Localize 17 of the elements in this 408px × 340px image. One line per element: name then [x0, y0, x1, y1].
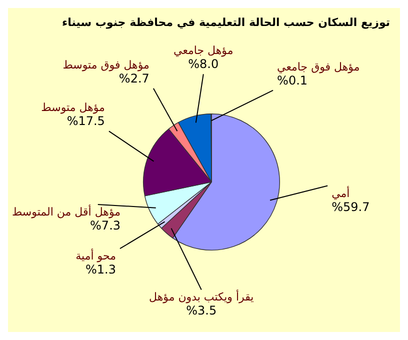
slice-label: مؤهل متوسط — [41, 101, 106, 114]
data-label: %17.5 — [66, 114, 105, 128]
slice-label: يقرأ ويكتب بدون مؤهل — [149, 290, 254, 304]
data-label: %1.3 — [85, 262, 116, 277]
slice-label: مؤهل جامعي — [174, 44, 234, 58]
data-label: %8.0 — [188, 57, 219, 72]
slice-label: مؤهل فوق متوسط — [62, 58, 150, 72]
data-label: %59.7 — [332, 200, 370, 214]
data-label: %2.7 — [118, 71, 150, 86]
data-label: %0.1 — [277, 73, 308, 88]
slice-label: مؤهل فوق جامعي — [277, 60, 360, 74]
slice-label: أمي — [332, 186, 350, 200]
slice-label: محو أمية — [76, 248, 116, 263]
slice-label: مؤهل أقل من المتوسط — [12, 204, 121, 218]
chart-title: توزيع السكان حسب الحالة التعليمية في محافظة جنوب سيناء — [62, 16, 390, 29]
data-label: %7.3 — [90, 218, 121, 232]
data-label: %3.5 — [186, 304, 217, 318]
